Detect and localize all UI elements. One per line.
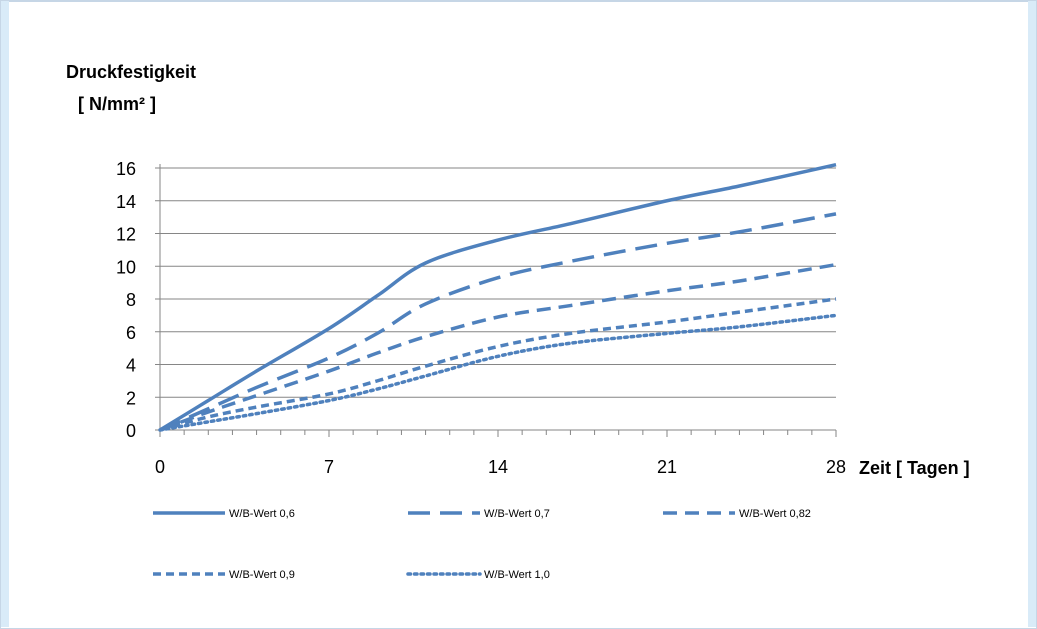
legend-label-2: W/B-Wert 0,82 xyxy=(739,508,811,520)
y-tick-label: 8 xyxy=(126,290,136,310)
series-line-1 xyxy=(159,212,837,432)
legend-label-0: W/B-Wert 0,6 xyxy=(229,508,295,520)
y-tick-label: 2 xyxy=(126,388,136,408)
top-border xyxy=(0,0,1037,2)
legend: W/B-Wert 0,6 W/B-Wert 0,7 W/B-Wert 0,82 W/B… xyxy=(153,508,811,581)
x-tick-label: 21 xyxy=(657,457,677,477)
series-lines xyxy=(158,163,838,432)
legend-label-1: W/B-Wert 0,7 xyxy=(484,508,550,520)
series-line-2 xyxy=(159,262,837,432)
x-tick-label: 14 xyxy=(488,457,508,477)
legend-label-3: W/B-Wert 0,9 xyxy=(229,569,295,581)
x-axis-label: Zeit [ Tagen ] xyxy=(859,458,970,478)
y-axis-label: Druckfestigkeit xyxy=(66,62,197,82)
x-tick-label: 7 xyxy=(324,457,334,477)
y-axis-unit-label: [ N/mm² ] xyxy=(78,94,156,114)
x-tick-label: 0 xyxy=(155,457,165,477)
y-tick-label: 6 xyxy=(126,323,136,343)
series-line-3 xyxy=(159,297,837,432)
left-border-strip xyxy=(1,1,9,627)
y-tick-label: 12 xyxy=(116,225,136,245)
right-border-strip xyxy=(1028,1,1036,627)
legend-label-4: W/B-Wert 1,0 xyxy=(484,569,550,581)
axes: 0 2 4 6 8 10 12 14 16 0 7 14 21 28 xyxy=(116,159,846,477)
y-tick-label: 4 xyxy=(126,356,136,376)
y-tick-label: 16 xyxy=(116,159,136,179)
x-tick-label: 28 xyxy=(826,457,846,477)
y-tick-label: 10 xyxy=(116,257,136,277)
series-line-0 xyxy=(159,163,837,432)
series-line-4 xyxy=(158,313,838,432)
y-tick-label: 0 xyxy=(126,421,136,441)
grid-lines xyxy=(160,167,836,398)
y-tick-label: 14 xyxy=(116,192,136,212)
